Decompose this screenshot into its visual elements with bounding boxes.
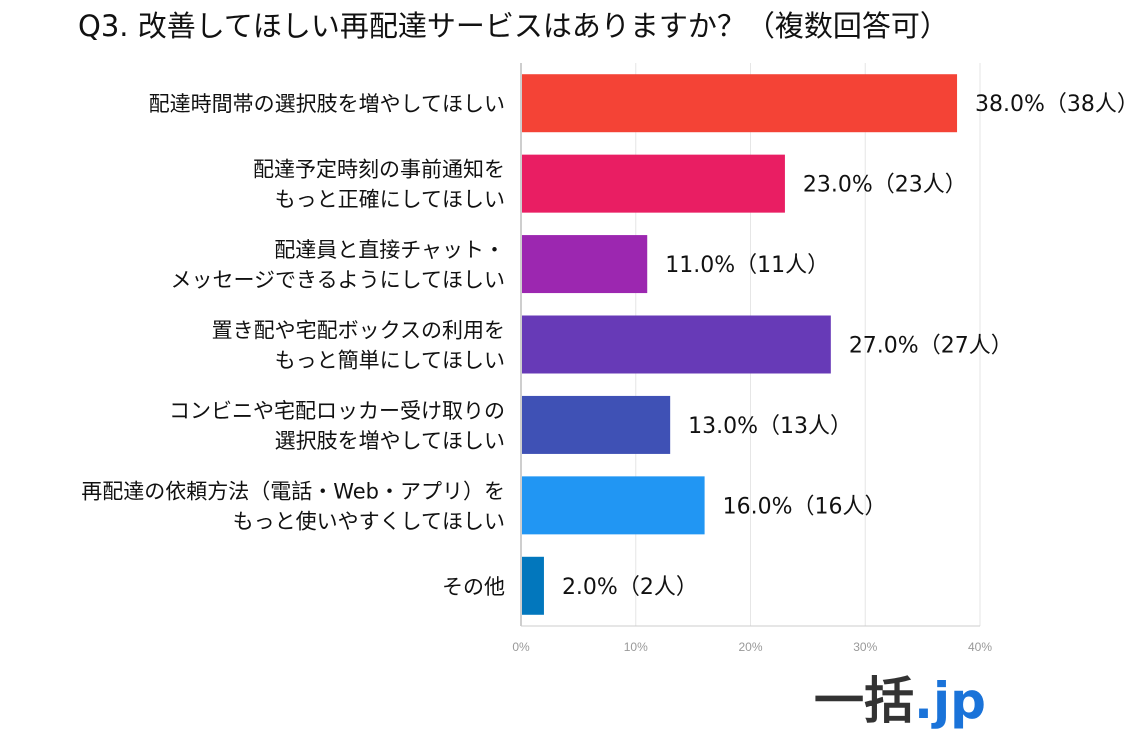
x-tick-label: 10% [624, 640, 648, 654]
bar [522, 235, 648, 294]
logo-main: 一括 [814, 672, 914, 730]
data-label: 38.0%（38人） [975, 92, 1139, 117]
category-label: 配達予定時刻の事前通知をもっと正確にしてほしい [253, 158, 505, 212]
bar [522, 556, 544, 615]
x-tick-label: 0% [512, 640, 530, 654]
category-label: 配達時間帯の選択肢を増やしてほしい [149, 92, 505, 116]
bar [522, 154, 785, 213]
data-label: 11.0%（11人） [665, 253, 829, 278]
logo-suffix: .jp [914, 672, 986, 730]
category-label: コンビニや宅配ロッカー受け取りの選択肢を増やしてほしい [169, 399, 505, 453]
bar [522, 476, 705, 535]
category-label: その他 [442, 575, 505, 599]
bar [522, 315, 831, 374]
x-tick-label: 20% [738, 640, 762, 654]
data-label: 2.0%（2人） [562, 575, 698, 600]
x-tick-label: 40% [968, 640, 992, 654]
data-label: 27.0%（27人） [849, 334, 1013, 359]
data-label: 23.0%（23人） [803, 173, 967, 198]
category-label: 配達員と直接チャット・メッセージできるようにしてほしい [170, 238, 505, 292]
bar [522, 74, 958, 133]
category-label: 置き配や宅配ボックスの利用をもっと簡単にしてほしい [212, 319, 505, 373]
x-axis: 0% 10% 20% 30% 40% [512, 625, 992, 654]
data-label: 16.0%（16人） [723, 494, 887, 519]
bar [522, 395, 671, 454]
bars [522, 74, 958, 615]
logo: 一括 .jp [814, 672, 986, 730]
category-label: 再配達の依頼方法（電話・Web・アプリ）をもっと使いやすくしてほしい [81, 479, 505, 533]
chart-title: Q3. 改善してほしい再配達サービスはありますか？（複数回答可） [78, 9, 949, 43]
category-labels: 配達時間帯の選択肢を増やしてほしい配達予定時刻の事前通知をもっと正確にしてほしい… [81, 92, 505, 599]
x-tick-label: 30% [853, 640, 877, 654]
data-label: 13.0%（13人） [688, 414, 852, 439]
data-labels: 38.0%（38人） 23.0%（23人） 11.0%（11人） 27.0%（27人）… [562, 92, 1139, 600]
